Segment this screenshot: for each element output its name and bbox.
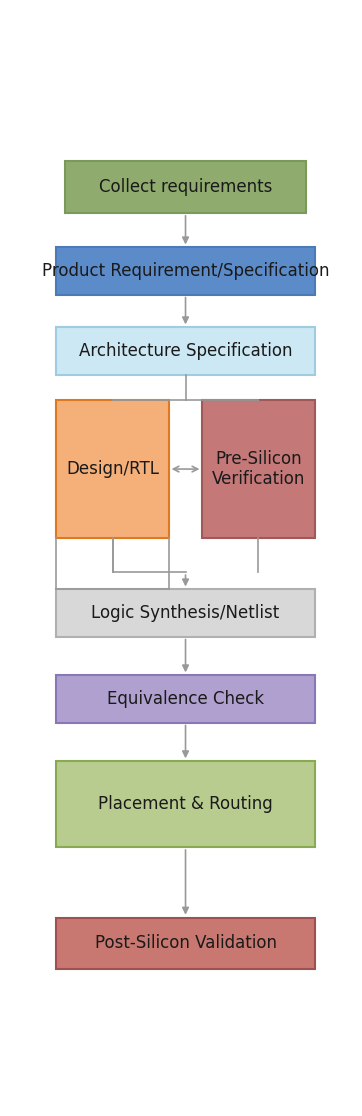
FancyBboxPatch shape xyxy=(56,327,315,375)
FancyBboxPatch shape xyxy=(65,162,306,213)
Text: Product Requirement/Specification: Product Requirement/Specification xyxy=(42,262,329,280)
Text: Pre-Silicon
Verification: Pre-Silicon Verification xyxy=(212,450,305,489)
Text: Equivalence Check: Equivalence Check xyxy=(107,690,264,708)
Text: Post-Silicon Validation: Post-Silicon Validation xyxy=(94,934,277,952)
FancyBboxPatch shape xyxy=(56,589,315,636)
Text: Collect requirements: Collect requirements xyxy=(99,179,272,196)
Text: Design/RTL: Design/RTL xyxy=(66,460,159,478)
FancyBboxPatch shape xyxy=(56,761,315,847)
Text: Placement & Routing: Placement & Routing xyxy=(98,796,273,814)
FancyBboxPatch shape xyxy=(56,538,315,589)
Text: Logic Synthesis/Netlist: Logic Synthesis/Netlist xyxy=(91,604,280,622)
FancyBboxPatch shape xyxy=(56,917,315,969)
FancyBboxPatch shape xyxy=(56,248,315,295)
FancyBboxPatch shape xyxy=(202,401,315,538)
Text: Architecture Specification: Architecture Specification xyxy=(79,341,292,359)
FancyBboxPatch shape xyxy=(56,675,315,722)
FancyBboxPatch shape xyxy=(56,401,169,538)
